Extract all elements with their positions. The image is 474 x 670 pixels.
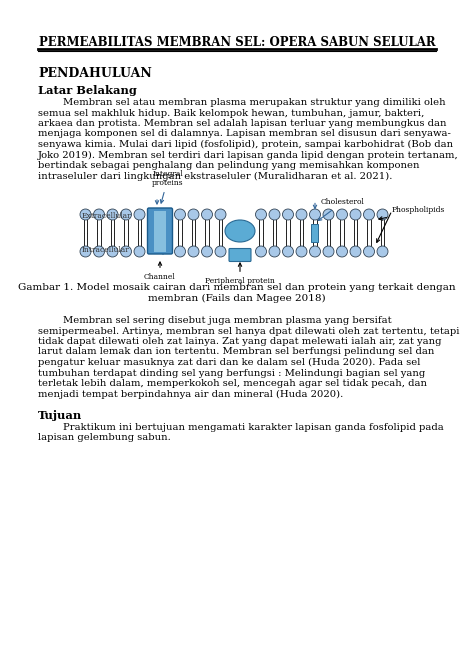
Circle shape bbox=[215, 209, 226, 220]
Circle shape bbox=[188, 209, 199, 220]
Bar bbox=[154, 210, 166, 251]
Circle shape bbox=[269, 246, 280, 257]
Text: intraseluler dari lingkungan ekstraseluler (Muralidharan et al. 2021).: intraseluler dari lingkungan ekstraselul… bbox=[38, 172, 392, 181]
Text: menjaga komponen sel di dalamnya. Lapisan membran sel disusun dari senyawa-: menjaga komponen sel di dalamnya. Lapisa… bbox=[38, 129, 451, 139]
Circle shape bbox=[107, 209, 118, 220]
Circle shape bbox=[93, 246, 104, 257]
Circle shape bbox=[215, 246, 226, 257]
Text: Gambar 1. Model mosaik cairan dari membran sel dan protein yang terkait dengan: Gambar 1. Model mosaik cairan dari membr… bbox=[18, 283, 456, 292]
Circle shape bbox=[350, 209, 361, 220]
Text: lapisan gelembung sabun.: lapisan gelembung sabun. bbox=[38, 433, 171, 442]
Circle shape bbox=[283, 246, 293, 257]
Circle shape bbox=[377, 246, 388, 257]
Circle shape bbox=[107, 246, 118, 257]
Circle shape bbox=[120, 209, 131, 220]
Text: senyawa kimia. Mulai dari lipid (fosfolipid), protein, sampai karbohidrat (Bob d: senyawa kimia. Mulai dari lipid (fosfoli… bbox=[38, 140, 453, 149]
Circle shape bbox=[134, 209, 145, 220]
Text: Extracellular: Extracellular bbox=[82, 212, 132, 220]
Ellipse shape bbox=[225, 220, 255, 242]
Text: Latar Belakang: Latar Belakang bbox=[38, 85, 137, 96]
Text: larut dalam lemak dan ion tertentu. Membran sel berfungsi pelindung sel dan: larut dalam lemak dan ion tertentu. Memb… bbox=[38, 348, 434, 356]
Circle shape bbox=[337, 209, 347, 220]
Circle shape bbox=[80, 246, 91, 257]
Text: Membran sel sering disebut juga membran plasma yang bersifat: Membran sel sering disebut juga membran … bbox=[38, 316, 392, 325]
Text: PENDAHULUAN: PENDAHULUAN bbox=[38, 67, 152, 80]
Bar bbox=[311, 224, 319, 242]
Circle shape bbox=[188, 246, 199, 257]
Circle shape bbox=[174, 246, 185, 257]
Text: Praktikum ini bertujuan mengamati karakter lapisan ganda fosfolipid pada: Praktikum ini bertujuan mengamati karakt… bbox=[38, 423, 444, 432]
Circle shape bbox=[337, 246, 347, 257]
Circle shape bbox=[364, 246, 374, 257]
FancyBboxPatch shape bbox=[147, 208, 173, 254]
Circle shape bbox=[296, 246, 307, 257]
Text: Channel: Channel bbox=[144, 262, 176, 281]
Text: tumbuhan terdapat dinding sel yang berfungsi : Melindungi bagian sel yang: tumbuhan terdapat dinding sel yang berfu… bbox=[38, 369, 425, 377]
Text: tidak dapat dilewati oleh zat lainya. Zat yang dapat melewati ialah air, zat yan: tidak dapat dilewati oleh zat lainya. Za… bbox=[38, 337, 441, 346]
Circle shape bbox=[201, 246, 212, 257]
Circle shape bbox=[120, 246, 131, 257]
Text: Phospholipids: Phospholipids bbox=[379, 206, 446, 220]
Text: Membran sel atau membran plasma merupakan struktur yang dimiliki oleh: Membran sel atau membran plasma merupaka… bbox=[38, 98, 446, 107]
Circle shape bbox=[201, 209, 212, 220]
Text: semipermeabel. Artinya, membran sel hanya dpat dilewati oleh zat tertentu, tetap: semipermeabel. Artinya, membran sel hany… bbox=[38, 326, 459, 336]
Circle shape bbox=[350, 246, 361, 257]
Circle shape bbox=[364, 209, 374, 220]
Circle shape bbox=[255, 246, 266, 257]
Text: Cholesterol: Cholesterol bbox=[318, 198, 365, 220]
FancyBboxPatch shape bbox=[229, 249, 251, 261]
Circle shape bbox=[310, 246, 320, 257]
Text: Integral
proteins: Integral proteins bbox=[152, 170, 184, 203]
Circle shape bbox=[174, 209, 185, 220]
Circle shape bbox=[323, 209, 334, 220]
Circle shape bbox=[283, 209, 293, 220]
Text: Tujuan: Tujuan bbox=[38, 410, 82, 421]
Text: Intracellular: Intracellular bbox=[82, 246, 130, 254]
Text: semua sel makhluk hidup. Baik kelompok hewan, tumbuhan, jamur, bakteri,: semua sel makhluk hidup. Baik kelompok h… bbox=[38, 109, 424, 117]
Text: bertindak sebagai penghalang dan pelindung yang memisahkan komponen: bertindak sebagai penghalang dan pelindu… bbox=[38, 161, 419, 170]
Text: PERMEABILITAS MEMBRAN SEL: OPERA SABUN SELULAR: PERMEABILITAS MEMBRAN SEL: OPERA SABUN S… bbox=[39, 36, 435, 49]
Text: Peripheral protein: Peripheral protein bbox=[205, 263, 275, 285]
Text: terletak lebih dalam, memperkokoh sel, mencegah agar sel tidak pecah, dan: terletak lebih dalam, memperkokoh sel, m… bbox=[38, 379, 427, 388]
Text: pengatur keluar masuknya zat dari dan ke dalam sel (Huda 2020). Pada sel: pengatur keluar masuknya zat dari dan ke… bbox=[38, 358, 420, 367]
Text: menjadi tempat berpindahnya air dan mineral (Huda 2020).: menjadi tempat berpindahnya air dan mine… bbox=[38, 389, 343, 399]
Circle shape bbox=[80, 209, 91, 220]
Circle shape bbox=[134, 246, 145, 257]
Circle shape bbox=[269, 209, 280, 220]
Text: membran (Fails dan Magee 2018): membran (Fails dan Magee 2018) bbox=[148, 293, 326, 303]
Circle shape bbox=[323, 246, 334, 257]
Text: arkaea dan protista. Membran sel adalah lapisan terluar yang membungkus dan: arkaea dan protista. Membran sel adalah … bbox=[38, 119, 447, 128]
Circle shape bbox=[93, 209, 104, 220]
Circle shape bbox=[310, 209, 320, 220]
Circle shape bbox=[255, 209, 266, 220]
Circle shape bbox=[377, 209, 388, 220]
Text: Joko 2019). Membran sel terdiri dari lapisan ganda lipid dengan protein tertanam: Joko 2019). Membran sel terdiri dari lap… bbox=[38, 151, 459, 159]
Circle shape bbox=[296, 209, 307, 220]
